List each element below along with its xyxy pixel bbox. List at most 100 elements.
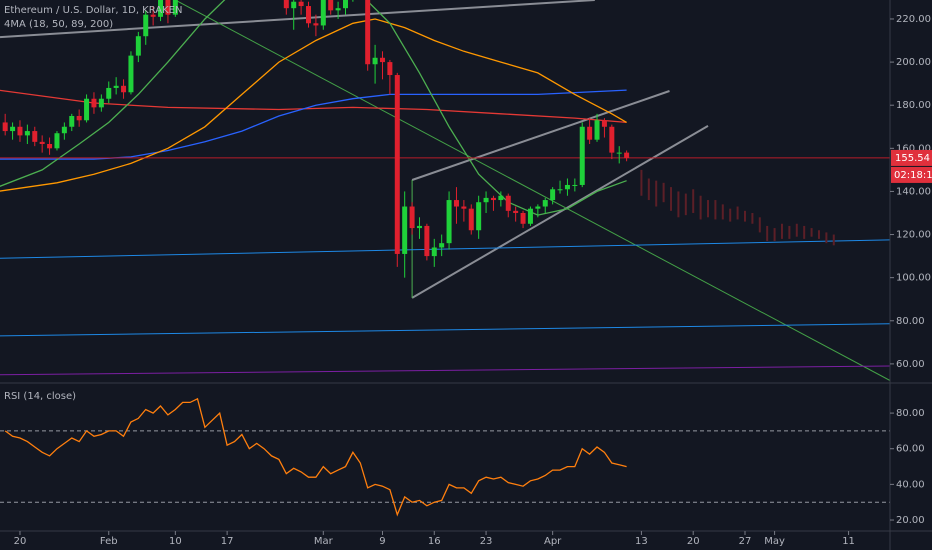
candle-body xyxy=(513,210,519,213)
x-tick-label: 9 xyxy=(379,536,385,547)
candle-body xyxy=(320,0,326,26)
candle-body xyxy=(424,225,430,257)
trend-line xyxy=(411,125,709,299)
candle-body xyxy=(106,87,112,99)
x-tick-label: 23 xyxy=(480,536,493,547)
y-tick-label: 80.00 xyxy=(896,408,925,419)
projection-bar xyxy=(825,232,828,244)
y-tick-label: 100.00 xyxy=(896,273,931,284)
indicator-label: 4MA (18, 50, 89, 200) xyxy=(4,19,113,30)
projection-bar xyxy=(773,228,776,242)
x-tick-label: 17 xyxy=(221,536,234,547)
projection-bar xyxy=(699,195,702,220)
moving-average xyxy=(0,89,627,160)
rsi-label: RSI (14, close) xyxy=(4,391,76,402)
projection-bar xyxy=(736,206,739,220)
projection-bar xyxy=(743,210,746,222)
candle-body xyxy=(17,126,23,136)
candle-body xyxy=(306,6,312,24)
candle-body xyxy=(616,152,622,154)
candle-body xyxy=(461,206,467,209)
candle-body xyxy=(498,195,504,201)
projection-bar xyxy=(714,200,717,220)
y-tick-label: 140.00 xyxy=(896,186,931,197)
projection-bar xyxy=(788,225,791,239)
x-tick-label: Mar xyxy=(314,536,334,547)
candle-body xyxy=(468,208,474,231)
candle-body xyxy=(409,206,415,229)
candle-body xyxy=(431,247,437,257)
x-tick-label: 27 xyxy=(739,536,752,547)
projection-bar xyxy=(803,225,806,239)
price-pane xyxy=(0,0,890,381)
projection-bar xyxy=(640,169,643,196)
x-tick-label: May xyxy=(764,536,785,547)
candle-body xyxy=(402,206,408,254)
candle-body xyxy=(128,55,134,93)
candle-body xyxy=(416,225,422,229)
candle-body xyxy=(61,126,67,134)
candle-body xyxy=(158,0,164,17)
trend-line xyxy=(0,323,890,337)
candle-body xyxy=(535,206,541,209)
y-tick-label: 180.00 xyxy=(896,100,931,111)
candle-body xyxy=(328,0,334,11)
candle-body xyxy=(564,184,570,190)
candle-body xyxy=(379,57,385,63)
projection-bar xyxy=(647,178,650,201)
x-tick-label: Feb xyxy=(100,536,118,547)
y-tick-label: 80.00 xyxy=(896,316,925,327)
candle-body xyxy=(527,208,533,224)
candle-body xyxy=(342,0,348,9)
projection-bar xyxy=(684,193,687,216)
candle-body xyxy=(47,144,53,149)
candle-body xyxy=(32,131,38,142)
candle-body xyxy=(483,197,489,203)
candle-body xyxy=(291,1,297,9)
projection-bar xyxy=(817,230,820,239)
candle-body xyxy=(165,0,171,15)
candle-body xyxy=(313,23,319,26)
candle-body xyxy=(69,115,75,127)
projection-bar xyxy=(758,217,761,233)
y-tick-label: 120.00 xyxy=(896,230,931,241)
candle-body xyxy=(609,126,615,153)
candle-body xyxy=(476,202,482,231)
candle-body xyxy=(135,36,141,56)
y-tick-label: 160.00 xyxy=(896,143,931,154)
trend-line xyxy=(0,365,890,376)
candle-body xyxy=(365,0,371,65)
candle-body xyxy=(143,14,149,37)
candle-body xyxy=(76,115,82,121)
candle-body xyxy=(98,98,104,108)
candle-body xyxy=(39,141,45,145)
candle-body xyxy=(550,189,556,201)
candle-body xyxy=(601,120,607,127)
x-tick-label: 11 xyxy=(842,536,855,547)
projection-bar xyxy=(655,180,658,207)
y-tick-label: 60.00 xyxy=(896,444,925,455)
projection-bar xyxy=(751,212,754,224)
projection-bar xyxy=(692,189,695,213)
projection-bar xyxy=(810,228,813,237)
countdown: 02:18:16 xyxy=(894,170,932,181)
projection-bar xyxy=(780,223,783,239)
candle-body xyxy=(446,200,452,244)
y-tick-label: 200.00 xyxy=(896,57,931,68)
candle-body xyxy=(298,1,304,7)
candle-body xyxy=(172,0,178,15)
projection-bar xyxy=(662,182,665,203)
candle-body xyxy=(587,126,593,140)
candle-body xyxy=(54,133,60,149)
projection-bar xyxy=(721,204,724,220)
y-tick-label: 40.00 xyxy=(896,479,925,490)
candle-body xyxy=(439,243,445,248)
projection-bar xyxy=(729,208,732,222)
candle-body xyxy=(490,197,496,201)
candle-body xyxy=(372,57,378,65)
projection-bar xyxy=(766,225,769,242)
candle-body xyxy=(453,200,459,207)
